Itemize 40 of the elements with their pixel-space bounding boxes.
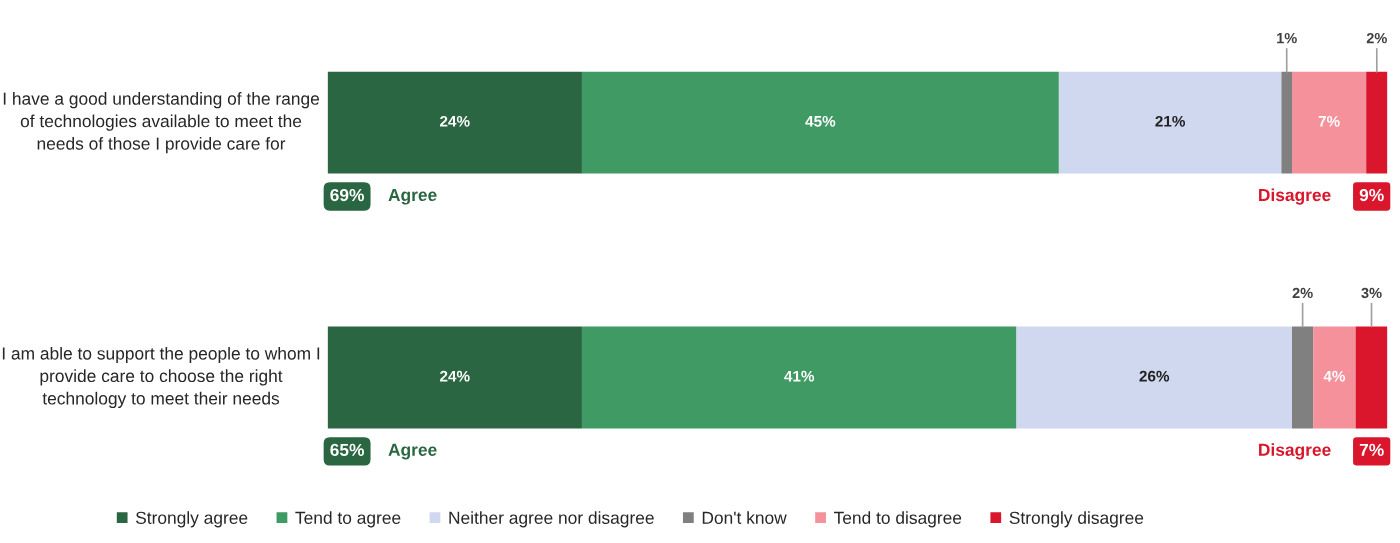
bar [327, 71, 582, 174]
legend-label: Don't know [702, 511, 787, 524]
legend-label: Strongly disagree [1009, 511, 1144, 528]
data-label: 2% [1366, 32, 1387, 44]
annotation: 69% [330, 188, 365, 202]
data-label: 41% [784, 370, 815, 382]
legend-label: Tend to agree [295, 511, 401, 528]
data-label: 26% [1139, 370, 1170, 382]
data-label: 7% [1318, 115, 1340, 127]
legend-label: Neither agree nor disagree [449, 511, 654, 528]
bar [1281, 71, 1293, 174]
bar [1355, 326, 1388, 429]
legend-label: Tend to disagree [833, 511, 962, 528]
data-label: 24% [440, 115, 470, 127]
y-tick-label: I am able to support the people to whom I provide care to choose the right technology to meet their needs [2, 346, 320, 409]
annotation: Agree [388, 443, 437, 460]
data-label: 21% [1155, 115, 1186, 127]
bar [327, 326, 582, 429]
y-tick-label: I have a good understanding of the range of technologies available to meet the needs of those I provide care for [3, 92, 320, 154]
annotation: 9% [1359, 188, 1384, 202]
data-label: 45% [805, 115, 836, 127]
bar [1313, 326, 1356, 429]
annotation: 65% [330, 443, 365, 456]
data-label: 4% [1323, 370, 1346, 382]
annotation: Agree [388, 188, 437, 205]
data-label: 1% [1277, 33, 1297, 44]
annotation: 7% [1359, 443, 1384, 456]
data-label: 24% [440, 370, 470, 382]
data-label: 2% [1292, 287, 1313, 299]
bar [1292, 71, 1367, 174]
bar [581, 71, 1059, 174]
bar [581, 326, 1017, 429]
annotation: Disagree [1259, 443, 1331, 460]
annotation: Disagree [1259, 188, 1331, 205]
bar [1016, 326, 1293, 429]
legend-label: Strongly agree [135, 511, 248, 528]
bar [1058, 71, 1282, 174]
bar [1292, 326, 1314, 429]
bar [1366, 71, 1388, 174]
data-label: 3% [1361, 287, 1382, 299]
